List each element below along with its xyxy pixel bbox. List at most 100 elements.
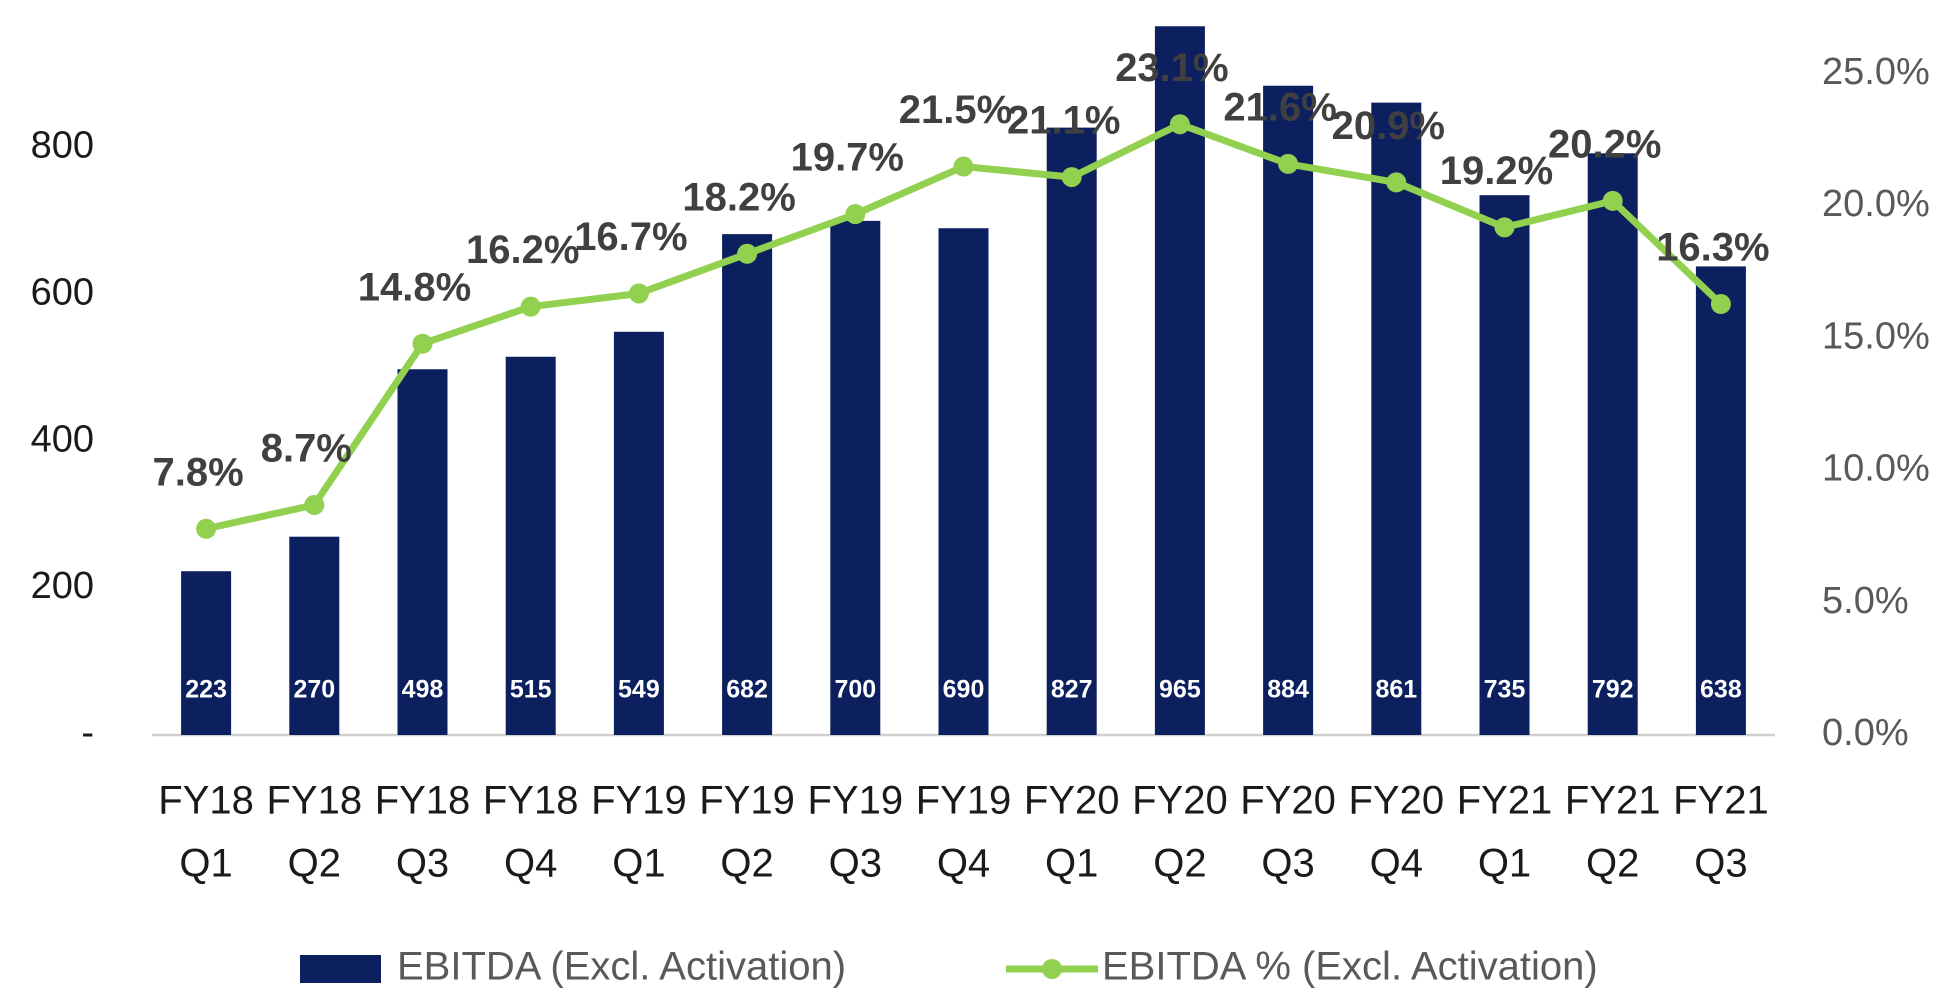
- line-value-label: 21.1%: [1007, 99, 1120, 143]
- x-tick-label: FY19: [916, 779, 1012, 823]
- line-value-label: 23.1%: [1115, 46, 1228, 90]
- line-marker: [412, 333, 433, 354]
- line-value-label: 18.2%: [682, 175, 795, 219]
- line-value-label: 16.2%: [466, 228, 579, 272]
- line-value-label: 20.9%: [1332, 104, 1445, 148]
- line-marker: [1278, 153, 1299, 174]
- bar-value-label: 827: [1051, 676, 1093, 704]
- y2-tick-label: 25.0%: [1822, 51, 1930, 93]
- y-tick-label: 200: [31, 565, 94, 607]
- bar: [1046, 127, 1097, 735]
- bar-value-label: 498: [402, 676, 444, 704]
- line-marker: [1169, 114, 1190, 135]
- x-tick-label: Q1: [1478, 842, 1531, 886]
- legend-label: EBITDA (Excl. Activation): [397, 945, 846, 989]
- bar-value-label: 223: [185, 676, 227, 704]
- x-tick-label: FY18: [483, 779, 579, 823]
- line-value-label: 16.7%: [574, 215, 687, 259]
- bar: [1154, 26, 1205, 736]
- bar: [181, 571, 232, 735]
- line-value-label: 19.7%: [791, 136, 904, 180]
- x-tick-label: Q3: [396, 842, 449, 886]
- bar: [613, 331, 664, 735]
- bar: [1695, 266, 1746, 735]
- line-value-label: 8.7%: [261, 427, 352, 471]
- line-value-label: 16.3%: [1656, 226, 1769, 270]
- bar-value-label: 884: [1267, 676, 1309, 704]
- x-tick-label: Q1: [1045, 842, 1098, 886]
- x-tick-label: FY19: [591, 779, 687, 823]
- bar-value-label: 861: [1375, 676, 1417, 704]
- line-marker: [1061, 167, 1082, 188]
- y2-tick-label: 10.0%: [1822, 448, 1930, 490]
- bar: [397, 369, 448, 735]
- line-value-label: 20.2%: [1548, 122, 1661, 166]
- legend-swatch: [300, 955, 381, 983]
- bar: [1479, 195, 1530, 735]
- bar: [1371, 102, 1422, 736]
- legend-label: EBITDA % (Excl. Activation): [1102, 945, 1598, 989]
- y-tick-label: 400: [31, 418, 94, 460]
- bar: [289, 536, 340, 735]
- line-marker: [845, 204, 866, 225]
- bar-value-label: 682: [726, 676, 768, 704]
- bar: [1263, 85, 1314, 736]
- x-tick-label: FY18: [158, 779, 254, 823]
- x-tick-label: Q4: [1370, 842, 1423, 886]
- x-tick-label: Q2: [288, 842, 341, 886]
- x-tick-label: FY21: [1673, 779, 1769, 823]
- bar-value-label: 515: [510, 676, 552, 704]
- x-tick-label: Q4: [504, 842, 557, 886]
- line-marker: [1602, 190, 1623, 211]
- line-marker: [304, 494, 325, 515]
- y-tick-label: 600: [31, 271, 94, 313]
- line-marker: [1494, 217, 1515, 238]
- line-marker: [520, 296, 541, 317]
- y2-tick-label: 0.0%: [1822, 712, 1909, 754]
- bar: [505, 356, 556, 735]
- bar-value-label: 792: [1592, 676, 1634, 704]
- x-tick-label: Q2: [1153, 842, 1206, 886]
- x-tick-label: FY19: [699, 779, 795, 823]
- bar-value-label: 638: [1700, 676, 1742, 704]
- x-tick-label: FY18: [375, 779, 471, 823]
- x-tick-label: FY20: [1132, 779, 1228, 823]
- line-value-label: 14.8%: [358, 265, 471, 309]
- x-tick-label: Q2: [720, 842, 773, 886]
- x-tick-label: FY18: [266, 779, 362, 823]
- x-tick-label: FY20: [1024, 779, 1120, 823]
- y-tick-label: 800: [31, 124, 94, 166]
- y2-tick-label: 20.0%: [1822, 183, 1930, 225]
- y2-tick-label: 5.0%: [1822, 580, 1909, 622]
- y-tick-label: -: [81, 712, 94, 754]
- line-value-label: 19.2%: [1440, 149, 1553, 193]
- bar-value-label: 690: [943, 676, 985, 704]
- x-tick-label: Q3: [829, 842, 882, 886]
- x-tick-label: FY19: [807, 779, 903, 823]
- x-tick-label: FY21: [1457, 779, 1553, 823]
- line-marker: [737, 243, 758, 264]
- bar-value-label: 700: [834, 676, 876, 704]
- legend-swatch: [1042, 959, 1062, 979]
- x-tick-label: Q3: [1261, 842, 1314, 886]
- x-tick-label: Q3: [1694, 842, 1747, 886]
- line-value-label: 21.5%: [899, 88, 1012, 132]
- x-tick-label: FY20: [1240, 779, 1336, 823]
- line-marker: [1386, 172, 1407, 193]
- line-marker: [196, 518, 217, 539]
- x-tick-label: FY21: [1565, 779, 1661, 823]
- bar-value-label: 965: [1159, 676, 1201, 704]
- line-marker: [628, 283, 649, 304]
- line-marker: [953, 156, 974, 177]
- y2-tick-label: 15.0%: [1822, 315, 1930, 357]
- line-value-label: 21.6%: [1223, 85, 1336, 129]
- bar-value-label: 735: [1484, 676, 1526, 704]
- bar: [722, 234, 773, 735]
- bar-value-label: 549: [618, 676, 660, 704]
- x-tick-label: Q1: [612, 842, 665, 886]
- bar-value-label: 270: [293, 676, 335, 704]
- bar: [830, 220, 881, 735]
- line-value-label: 7.8%: [153, 450, 244, 494]
- bar: [1587, 153, 1638, 735]
